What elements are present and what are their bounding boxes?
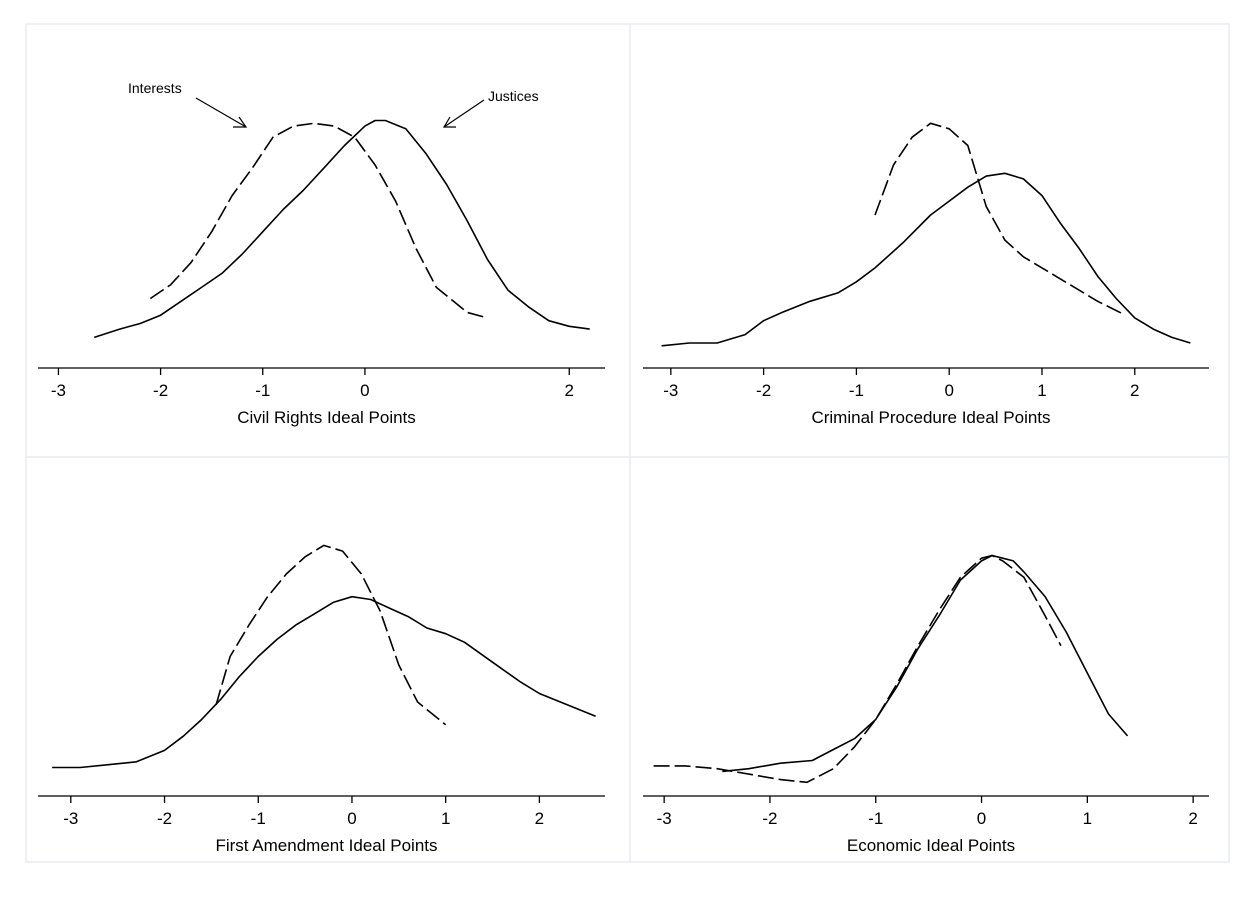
x-tick-label: -1 xyxy=(255,381,270,400)
series-line-justices xyxy=(52,595,596,769)
x-tick-label: 1 xyxy=(1037,381,1046,400)
x-tick-label: -2 xyxy=(762,809,777,828)
panel-first-amendment: -3 -2 -1 0 1 2 First Amendment Ideal Points xyxy=(38,544,605,855)
series-line-interests xyxy=(874,122,1126,316)
x-tick-label: 1 xyxy=(1083,809,1092,828)
x-tick-label: 0 xyxy=(347,809,356,828)
x-axis-label: Civil Rights Ideal Points xyxy=(237,408,416,427)
x-tick-label: -3 xyxy=(63,809,78,828)
x-tick-label: 1 xyxy=(441,809,450,828)
annotation-interests-arrow xyxy=(195,97,247,128)
x-tick-label: -1 xyxy=(868,809,883,828)
figure-frame xyxy=(25,23,1230,863)
x-tick-label: -3 xyxy=(657,809,672,828)
panel-economic: -3 -2 -1 0 1 2 Economic Ideal Points xyxy=(643,554,1209,855)
series-line-justices xyxy=(722,554,1129,773)
x-tick-label: -2 xyxy=(157,809,172,828)
series-line-justices xyxy=(93,119,590,339)
annotation-justices-arrowhead xyxy=(442,116,456,128)
series-line-interests xyxy=(149,122,488,319)
annotation-interests-arrowhead xyxy=(233,116,248,128)
x-tick-label: 2 xyxy=(535,809,544,828)
x-tick-label: -2 xyxy=(153,381,168,400)
annotation-justices-label: Justices xyxy=(488,88,539,104)
x-tick-label: -3 xyxy=(663,381,678,400)
annotation-justices-arrow xyxy=(443,99,485,128)
x-tick-label: -1 xyxy=(849,381,864,400)
x-tick-label: 0 xyxy=(944,381,953,400)
x-tick-label: -2 xyxy=(756,381,771,400)
annotation-interests-label: Interests xyxy=(128,80,182,96)
x-axis-label: First Amendment Ideal Points xyxy=(215,836,437,855)
series-line-justices xyxy=(661,172,1191,347)
x-axis-label: Economic Ideal Points xyxy=(847,836,1015,855)
annotation-justices: Justices xyxy=(442,88,539,128)
x-axis-label: Criminal Procedure Ideal Points xyxy=(811,408,1050,427)
x-tick-label: 0 xyxy=(977,809,986,828)
x-tick-label: -3 xyxy=(51,381,66,400)
panel-civil-rights: -3 -2 -1 0 2 Civil Rights Ideal Points xyxy=(38,119,605,427)
x-tick-label: -1 xyxy=(251,809,266,828)
series-line-interests xyxy=(215,544,447,726)
panel-criminal-procedure: -3 -2 -1 0 1 2 Criminal Procedure Ideal Points xyxy=(643,122,1209,427)
x-tick-label: 2 xyxy=(1130,381,1139,400)
x-tick-label: 2 xyxy=(1188,809,1197,828)
x-tick-label: 2 xyxy=(565,381,574,400)
x-tick-label: 0 xyxy=(360,381,369,400)
annotation-interests: Interests xyxy=(128,80,248,128)
series-line-interests xyxy=(653,554,1062,784)
